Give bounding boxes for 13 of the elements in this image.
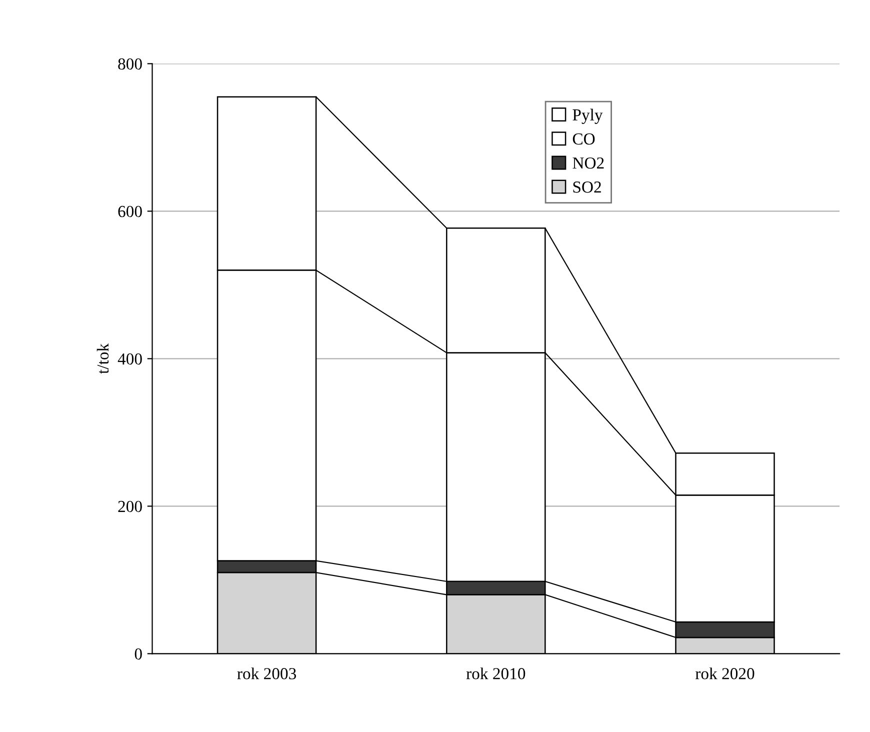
legend-label: NO2 [572,157,604,169]
legend-label: CO [572,133,595,145]
y-tick-label: 800 [118,58,142,70]
legend-label: Pyly [572,108,603,124]
x-tick-label: rok 2010 [466,668,526,680]
y-tick-label: 400 [118,353,142,365]
x-tick-label: rok 2020 [695,668,754,680]
legend-label: SO2 [573,182,601,193]
y-tick-label: 0 [134,648,142,660]
y-axis-title: t/tok [96,343,109,374]
y-tick-label: 600 [118,206,142,218]
y-tick-label: 200 [118,500,142,512]
x-tick-label: rok 2003 [237,668,296,680]
